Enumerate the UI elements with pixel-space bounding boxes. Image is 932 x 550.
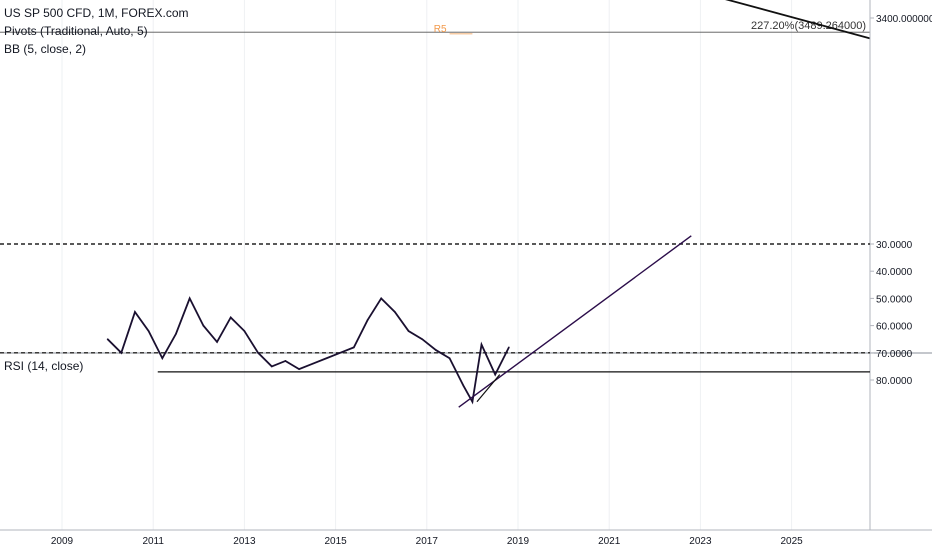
rsi-axis-label: 50.0000: [876, 294, 913, 305]
trend-line-top: [725, 0, 884, 43]
legend-bb: BB (5, close, 2): [4, 42, 87, 56]
rsi-point: [161, 357, 164, 360]
rsi-point: [394, 311, 396, 313]
time-axis-label: 2019: [507, 536, 530, 547]
time-axis-label: 2011: [142, 536, 164, 547]
rsi-point: [120, 352, 123, 354]
rsi-point: [216, 341, 218, 343]
rsi-point: [462, 384, 465, 387]
time-axis-label: 2017: [416, 536, 439, 547]
price-pane: [0, 0, 870, 352]
rsi-axis-label: 40.0000: [876, 267, 913, 278]
rsi-point: [202, 324, 205, 327]
rsi-point: [229, 316, 232, 319]
time-axis-label: 2025: [780, 536, 803, 547]
rsi-point: [366, 319, 369, 321]
rsi-point: [508, 346, 510, 349]
rsi-point: [339, 352, 341, 354]
rsi-point: [257, 352, 259, 354]
time-axis-label: 2009: [51, 536, 74, 547]
legend-rsi: RSI (14, close): [4, 359, 84, 373]
price-axis: [870, 0, 932, 530]
rsi-point: [298, 368, 300, 370]
price-axis-label: 3400.000000: [876, 14, 932, 25]
rsi-point: [312, 362, 314, 365]
rsi-point: [270, 365, 273, 368]
pivot-label: R5: [434, 24, 447, 35]
rsi-trend-line: [458, 235, 692, 408]
rsi-axis-label: 80.0000: [876, 376, 913, 387]
rsi-point: [421, 338, 424, 341]
rsi-point: [494, 373, 497, 376]
rsi-point: [325, 357, 328, 360]
rsi-point: [380, 297, 383, 300]
rsi-axis-label: 60.0000: [876, 322, 913, 333]
rsi-point: [147, 330, 150, 332]
time-axis-label: 2021: [598, 536, 621, 547]
rsi-point: [106, 338, 109, 341]
rsi-point: [407, 330, 410, 332]
time-axis-label: 2023: [689, 536, 712, 547]
time-axis-label: 2015: [324, 536, 347, 547]
rsi-point: [284, 360, 287, 362]
time-axis: [0, 530, 932, 550]
rsi-point: [188, 297, 191, 300]
rsi-point: [175, 332, 177, 335]
rsi-point: [134, 311, 136, 313]
rsi-point: [471, 400, 474, 403]
time-axis-label: 2013: [233, 536, 256, 547]
rsi-point: [480, 343, 483, 346]
legend-symbol: US SP 500 CFD, 1M, FOREX.com: [4, 6, 189, 20]
rsi-peak-line: [476, 374, 501, 403]
rsi-point: [353, 346, 355, 349]
rsi-point: [448, 357, 451, 360]
rsi-axis-label: 30.0000: [876, 240, 913, 251]
rsi-point: [243, 330, 246, 332]
legend-pivots: Pivots (Traditional, Auto, 5): [4, 24, 148, 38]
rsi-axis-label: 70.0000: [876, 349, 913, 360]
rsi-point: [435, 349, 437, 351]
